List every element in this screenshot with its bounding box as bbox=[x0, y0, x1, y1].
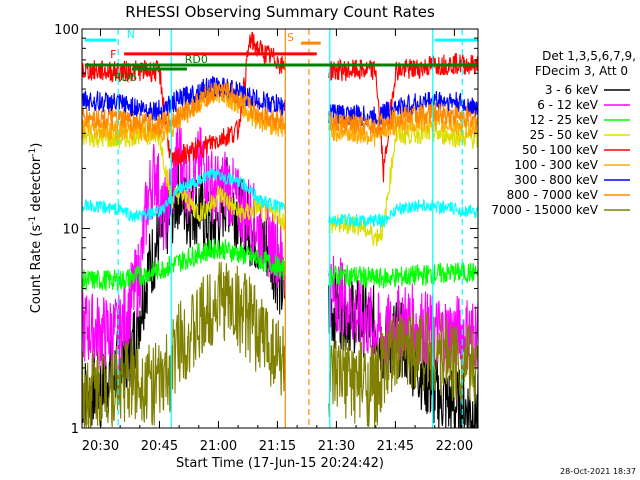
plot-area: NF RD0 RD6 S bbox=[81, 28, 479, 429]
legend-label-1: 3 - 6 keV bbox=[545, 83, 599, 97]
legend-label-3: 12 - 25 keV bbox=[530, 113, 599, 127]
legend-label-8: 800 - 7000 keV bbox=[507, 188, 599, 202]
flag-label-4: RD0 bbox=[185, 53, 208, 66]
x-tick-label-6: 22:00 bbox=[436, 439, 473, 454]
series-line-8 bbox=[81, 81, 479, 138]
y-axis-label-sup2: -1 bbox=[28, 148, 38, 157]
flag-bar-6: S bbox=[287, 31, 321, 45]
legend-label-9: 7000 - 15000 keV bbox=[491, 203, 598, 217]
legend-label-4: 25 - 50 keV bbox=[530, 128, 599, 142]
y-tick-label-1: 10 bbox=[62, 223, 79, 238]
legend: Det 1,3,5,6,7,9, FDecim 3, Att 0 3 - 6 k… bbox=[491, 49, 636, 217]
flag-bar-4: RD0 bbox=[84, 53, 478, 67]
x-tick-label-3: 21:15 bbox=[259, 439, 296, 454]
flag-label-3: F bbox=[110, 48, 116, 61]
x-axis: 20:30 20:45 21:00 21:15 21:30 21:45 22:00 bbox=[82, 29, 475, 454]
legend-title-line2: FDecim 3, Att 0 bbox=[535, 64, 628, 78]
x-tick-label-0: 20:30 bbox=[82, 439, 119, 454]
y-axis: 100 10 1 bbox=[54, 23, 478, 437]
flag-label-1: N bbox=[127, 28, 135, 41]
legend-label-5: 50 - 100 keV bbox=[522, 143, 599, 157]
flag-bar-1: N bbox=[84, 28, 135, 42]
flag-bar-3: F bbox=[110, 48, 317, 61]
y-tick-label-0: 100 bbox=[54, 23, 79, 38]
y-axis-label-mid: detector bbox=[29, 156, 44, 216]
y-axis-label: Count Rate (s-1 detector-1) bbox=[28, 143, 44, 314]
legend-label-2: 6 - 12 keV bbox=[537, 98, 599, 112]
flag-bar-5: RD6 bbox=[114, 67, 187, 84]
y-axis-label-sup1: -1 bbox=[28, 216, 38, 225]
footer-timestamp: 28-Oct-2021 18:37 bbox=[560, 467, 636, 476]
y-axis-label-end: ) bbox=[29, 143, 44, 148]
legend-title-line1: Det 1,3,5,6,7,9, bbox=[542, 49, 636, 63]
series-line-9 bbox=[81, 261, 479, 429]
series-line-3 bbox=[81, 238, 479, 292]
x-tick-label-1: 20:45 bbox=[141, 439, 178, 454]
flag-label-6: S bbox=[287, 31, 294, 44]
y-axis-label-main: Count Rate (s bbox=[29, 225, 44, 314]
x-axis-label: Start Time (17-Jun-15 20:24:42) bbox=[176, 456, 384, 471]
x-tick-label-4: 21:30 bbox=[318, 439, 355, 454]
x-tick-label-2: 21:00 bbox=[200, 439, 237, 454]
flag-label-5: RD6 bbox=[114, 71, 137, 84]
y-tick-label-2: 1 bbox=[71, 422, 79, 437]
legend-label-7: 300 - 800 keV bbox=[514, 173, 598, 187]
legend-label-6: 100 - 300 keV bbox=[514, 158, 598, 172]
cyan-curve-line bbox=[81, 168, 479, 228]
chart-title: RHESSI Observing Summary Count Rates bbox=[125, 3, 435, 21]
x-tick-label-5: 21:45 bbox=[377, 439, 414, 454]
